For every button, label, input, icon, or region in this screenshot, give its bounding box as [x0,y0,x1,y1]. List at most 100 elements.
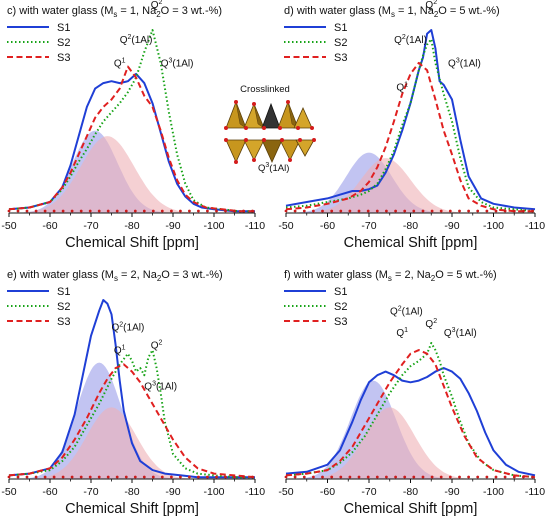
baseline-marker [16,209,20,213]
baseline-marker [25,475,29,479]
baseline-marker [385,209,388,213]
x-tick-label: -90 [165,486,180,498]
baseline-marker [151,209,155,213]
baseline-marker [522,475,525,479]
x-tick-label: -50 [1,220,16,232]
baseline-marker [293,209,297,213]
peak-annotation: Q2 [151,339,163,351]
baseline-marker [115,209,119,213]
baseline-marker [339,209,343,213]
baseline-marker [494,209,498,213]
baseline-marker [284,475,288,479]
series-s1-line [8,72,255,213]
baseline-marker [293,475,297,479]
baseline-marker [34,209,38,213]
series-s3-line [285,349,536,479]
baseline-marker [142,475,146,479]
baseline-marker [251,475,254,479]
baseline-marker [215,475,218,479]
baseline-marker [439,209,443,213]
baseline-marker [412,475,416,479]
baseline-marker [522,209,525,213]
baseline-marker [467,209,470,213]
chart-panel-f: f) with water glass (Ms = 2, Na2O = 5 wt… [278,269,545,517]
baseline-marker [206,475,209,479]
baseline-marker [485,475,489,479]
baseline-marker [366,209,370,213]
x-tick-label: -80 [403,220,418,232]
chart-title: f) with water glass (Ms = 2, Na2O = 5 wt… [284,269,497,283]
baseline-marker [330,209,334,213]
baseline-marker [124,475,128,479]
baseline-marker [206,209,209,213]
legend-label-s3: S3 [334,316,347,328]
legend: S1 S2 S3 [7,286,70,328]
x-tick-label: -100 [203,486,224,498]
peak-annotation: Q2(1Al) [390,305,423,317]
baseline-marker [366,475,370,479]
x-tick-label: -70 [361,220,376,232]
baseline-marker [179,209,182,213]
legend: S1 S2 S3 [284,22,347,64]
legend-label-s3: S3 [57,316,70,328]
legend-label-s2: S2 [334,301,347,313]
peak-annotation: Q2(1Al) [394,34,427,46]
baseline-marker [357,475,361,479]
peak-annotation: Q1 [396,327,408,339]
baseline-marker [61,209,65,213]
legend-label-s3: S3 [57,52,70,64]
peak-annotation: Q1 [396,81,408,93]
baseline-marker [242,475,245,479]
fill-pink-component-area [9,136,255,213]
legend-label-s1: S1 [334,286,347,298]
x-axis-label: Chemical Shift [ppm] [65,235,199,251]
baseline-marker [357,209,361,213]
baseline-marker [124,209,128,213]
baseline-marker [412,209,416,213]
baseline-marker [458,209,461,213]
series-s2-line [285,38,536,213]
legend-label-s1: S1 [57,22,70,34]
series-s1-line [8,299,255,479]
baseline-marker [79,475,83,479]
baseline-marker [485,209,489,213]
oxygen-atoms [224,100,316,164]
legend-label-s2: S2 [334,37,347,49]
baseline-marker [394,475,397,479]
x-axis-label: Chemical Shift [ppm] [344,501,478,517]
legend-label-s1: S1 [57,286,70,298]
baseline-marker [106,209,110,213]
x-tick-label: -70 [361,486,376,498]
baseline-marker [151,475,155,479]
baseline-marker [430,475,434,479]
x-tick-label: -80 [124,486,139,498]
series-s3-line [8,363,256,479]
legend: S1 S2 S3 [7,22,70,64]
baseline-marker [512,209,516,213]
baseline-marker [430,209,434,213]
legend: S1 S2 S3 [284,286,347,328]
fill-pink-component-area [286,407,535,479]
baseline-marker [25,209,29,213]
baseline-marker [242,209,245,213]
baseline-marker [375,209,379,213]
x-tick-label: -90 [165,220,180,232]
baseline-marker [321,209,324,213]
x-tick-label: -100 [203,220,224,232]
series-s2-line [8,349,255,479]
peak-annotation: Q3(1Al) [161,58,194,70]
baseline-marker [302,209,306,213]
x-tick-label: -100 [483,220,504,232]
x-tick-label: -50 [278,486,293,498]
baseline-marker [321,475,324,479]
baseline-marker [97,209,101,213]
baseline-marker [348,475,352,479]
x-tick-label: -90 [444,220,459,232]
peak-annotation: Q3(1Al) [444,327,477,339]
peak-annotation: Q3(1Al) [448,58,481,70]
x-axis-label: Chemical Shift [ppm] [65,501,199,517]
baseline-marker [494,475,498,479]
baseline-marker [339,475,343,479]
peak-annotation: Q1 [114,345,126,357]
baseline-marker [88,209,92,213]
